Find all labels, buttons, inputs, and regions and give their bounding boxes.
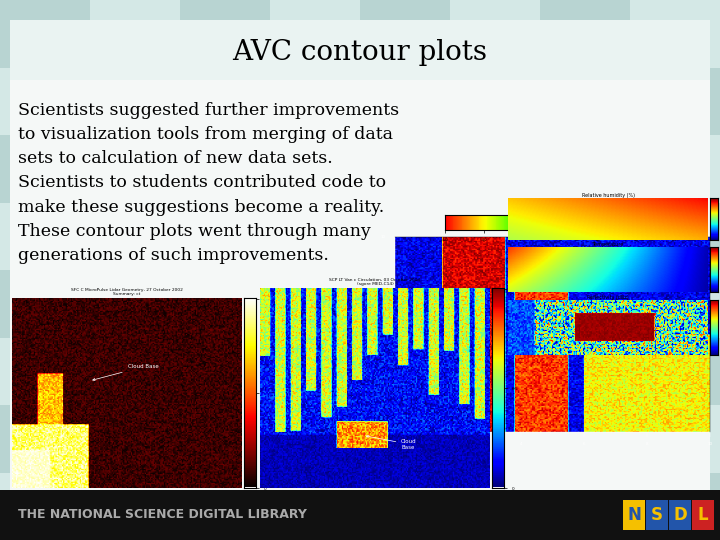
Text: Scientists suggested further improvements
to visualization tools from merging of: Scientists suggested further improvement…	[18, 102, 399, 264]
Bar	[360, 472, 450, 540]
Bar	[360, 68, 450, 135]
Bar	[450, 0, 540, 68]
Bar	[692, 500, 714, 530]
Text: S: S	[651, 506, 663, 524]
Bar	[270, 270, 360, 338]
Bar	[630, 338, 720, 405]
Bar	[270, 202, 360, 270]
Bar	[270, 0, 360, 68]
Bar	[360, 270, 450, 338]
Title: Relative humidity (%): Relative humidity (%)	[582, 193, 634, 198]
Bar	[630, 68, 720, 135]
Bar	[630, 270, 720, 338]
Bar	[450, 68, 540, 135]
Bar	[450, 338, 540, 405]
Text: N: N	[627, 506, 641, 524]
Bar	[90, 472, 180, 540]
Bar	[180, 472, 270, 540]
Bar	[180, 68, 270, 135]
Bar	[0, 202, 90, 270]
Title: V-AGB Reflectivity Data
21 Jun 2001: V-AGB Reflectivity Data 21 Jun 2001	[521, 225, 585, 235]
Bar	[630, 0, 720, 68]
Bar	[360, 338, 450, 405]
Bar	[270, 135, 360, 202]
Bar	[270, 338, 360, 405]
Bar	[630, 202, 720, 270]
Bar	[90, 270, 180, 338]
Text: SCP Merced California, 07 July 2003
sqrt gradient altitude: SCP Merced California, 07 July 2003 sqrt…	[571, 260, 669, 271]
Bar	[450, 472, 540, 540]
Bar	[270, 68, 360, 135]
Bar	[450, 405, 540, 472]
Bar	[0, 270, 90, 338]
Bar	[90, 68, 180, 135]
Text: AVC contour plots: AVC contour plots	[233, 38, 487, 65]
Bar	[90, 405, 180, 472]
Title: Reflectivity (dBz): Reflectivity (dBz)	[587, 295, 629, 300]
Bar	[540, 338, 630, 405]
Bar	[450, 135, 540, 202]
Text: Cloud
Base: Cloud Base	[366, 435, 417, 450]
Bar	[180, 338, 270, 405]
Bar	[0, 490, 720, 540]
Bar	[90, 338, 180, 405]
Bar	[450, 270, 540, 338]
Bar	[180, 135, 270, 202]
Bar	[10, 60, 710, 490]
Bar	[540, 0, 630, 68]
Text: Cloud Base: Cloud Base	[93, 364, 158, 381]
Bar	[360, 202, 450, 270]
Bar	[180, 270, 270, 338]
Bar	[90, 202, 180, 270]
Bar	[630, 135, 720, 202]
Bar	[180, 202, 270, 270]
Bar	[540, 472, 630, 540]
Bar	[180, 0, 270, 68]
Bar	[630, 472, 720, 540]
Title: Temperature: Temperature	[593, 241, 624, 247]
Bar	[360, 405, 450, 472]
Bar	[0, 338, 90, 405]
Bar	[0, 472, 90, 540]
Bar	[90, 0, 180, 68]
Bar	[540, 405, 630, 472]
Bar	[360, 0, 450, 68]
Title: SFC C MicroPulse Lidar Geometry, 27 October 2002
Summary: ct: SFC C MicroPulse Lidar Geometry, 27 Octo…	[71, 288, 183, 296]
Bar	[270, 472, 360, 540]
Text: D: D	[673, 506, 687, 524]
Bar	[270, 405, 360, 472]
Bar	[630, 405, 720, 472]
Bar	[0, 135, 90, 202]
Title: SCP LT Van c Circulation, 03 October 2004
(sgore MED-C14): SCP LT Van c Circulation, 03 October 200…	[329, 278, 420, 286]
Text: L: L	[698, 506, 708, 524]
Bar	[646, 500, 668, 530]
Bar	[669, 500, 691, 530]
Bar	[10, 20, 710, 80]
Bar	[360, 135, 450, 202]
Bar	[0, 68, 90, 135]
Bar	[180, 405, 270, 472]
Bar	[90, 135, 180, 202]
Bar	[450, 202, 540, 270]
Bar	[540, 202, 630, 270]
Bar	[540, 68, 630, 135]
Bar	[0, 405, 90, 472]
Bar	[0, 0, 90, 68]
Bar	[540, 270, 630, 338]
Bar	[623, 500, 645, 530]
Bar	[540, 135, 630, 202]
Text: THE NATIONAL SCIENCE DIGITAL LIBRARY: THE NATIONAL SCIENCE DIGITAL LIBRARY	[18, 509, 307, 522]
